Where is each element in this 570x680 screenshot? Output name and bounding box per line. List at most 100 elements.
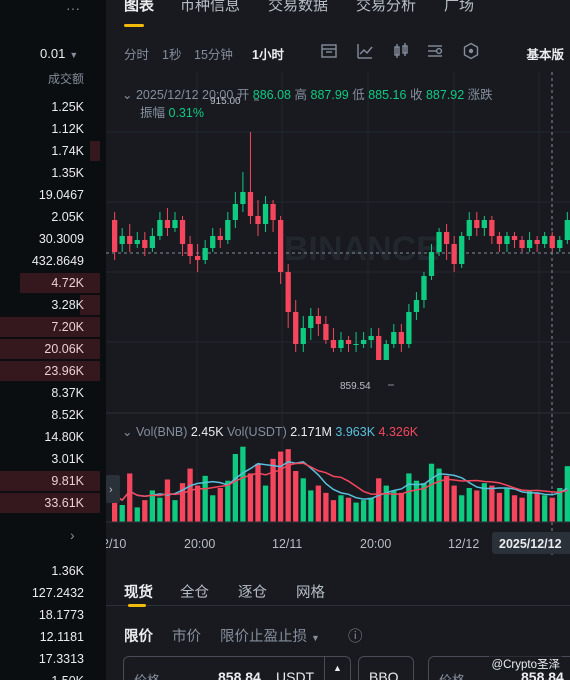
volume-bar [406, 473, 412, 522]
order-type-market[interactable]: 市价 [172, 629, 201, 645]
collapse-icon[interactable]: ⌄ [122, 425, 133, 439]
ask-row[interactable]: 30.3009 [38, 232, 84, 246]
candle-body [119, 236, 125, 244]
tab-isolated[interactable]: 逐仓 [238, 585, 267, 601]
vol-ma2-value: 4.326K [378, 425, 419, 439]
volume-bar [504, 488, 510, 522]
ask-row[interactable]: 3.28K [51, 298, 84, 312]
ask-row[interactable]: 432.8649 [31, 254, 84, 268]
volume-bar [315, 485, 321, 522]
ask-row[interactable]: 3.01K [51, 452, 84, 466]
candle-body [542, 236, 548, 244]
bid-row[interactable]: 1.36K [51, 564, 84, 578]
candlestick-chart[interactable]: BINANCE 915.00 859.54 2/10 20:00 12/11 20:0… [106, 72, 570, 558]
chart-canvas[interactable]: BINANCE 915.00 859.54 2/10 20:00 12/11 20:0… [106, 72, 570, 558]
stop-limit-label: 限价止盈止损 [220, 629, 307, 645]
tab-square[interactable]: 广场 [444, 0, 475, 14]
expand-chevron-icon[interactable]: › [70, 527, 75, 543]
vol-label: Vol(BNB) [135, 425, 188, 439]
tab-spot[interactable]: 现货 [124, 585, 153, 601]
volume-bar [232, 454, 238, 522]
volume-bar [142, 500, 148, 522]
order-type-limit[interactable]: 限价 [124, 629, 153, 645]
interval-1s[interactable]: 1秒 [162, 48, 182, 62]
price-unit: USDT [276, 669, 315, 680]
volume-bar [119, 505, 125, 522]
price-up-button[interactable]: ▲ [324, 657, 350, 680]
ask-row[interactable]: 23.96K [44, 364, 84, 378]
volume-bar [157, 497, 163, 522]
candle-body [157, 220, 163, 236]
candle-body [285, 272, 291, 312]
bid-row[interactable]: 17.3313 [38, 652, 84, 666]
tab-chart[interactable]: 图表 [124, 0, 155, 14]
volume-bar [285, 449, 291, 522]
ask-row[interactable]: 8.37K [51, 386, 84, 400]
bid-row[interactable]: 12.1181 [39, 630, 84, 644]
collapse-icon[interactable]: ⌄ [122, 88, 133, 102]
ask-row[interactable]: 20.06K [44, 342, 84, 356]
order-type-stop-limit[interactable]: 限价止盈止损 ▼ [220, 625, 320, 646]
tab-trade-data[interactable]: 交易数据 [268, 0, 329, 14]
precision-select[interactable]: 0.01 ▼ [40, 46, 78, 61]
chart-line-icon[interactable] [356, 42, 374, 60]
current-time-tag: 2025/12/12 [499, 537, 562, 551]
candle-body [526, 240, 533, 248]
volume-bar [308, 490, 314, 522]
candle-body [511, 236, 518, 240]
tab-trade-analysis[interactable]: 交易分析 [356, 0, 417, 14]
ask-row[interactable]: 14.80K [44, 430, 84, 444]
candle-body [496, 236, 503, 244]
candle-body [187, 244, 193, 256]
amplitude-label: 振幅 [140, 106, 166, 120]
interval-1h[interactable]: 1小时 [252, 48, 284, 62]
ask-row[interactable]: 8.52K [51, 408, 84, 422]
volume-bar [496, 492, 503, 522]
tab-cross[interactable]: 全仓 [180, 585, 209, 601]
chart-toolbar: 分时 1秒 15分钟 1小时 基本版 [106, 36, 570, 66]
precision-value: 0.01 [40, 46, 66, 61]
ask-row[interactable]: 4.72K [51, 276, 84, 290]
ask-row[interactable]: 1.74K [51, 144, 84, 158]
ask-row[interactable]: 7.20K [51, 320, 84, 334]
display-settings-icon[interactable] [426, 42, 444, 60]
more-icon[interactable]: ··· [66, 0, 80, 16]
volume-bar [360, 500, 367, 522]
indicator-settings-icon[interactable] [320, 42, 338, 60]
high-marker: 915.00 [210, 96, 241, 107]
gear-icon[interactable] [462, 42, 480, 60]
ask-row[interactable]: 9.81K [51, 474, 84, 488]
basic-view-toggle[interactable]: 基本版 [526, 48, 564, 62]
candle-body [474, 220, 480, 228]
ask-row[interactable]: 19.0467 [38, 188, 84, 202]
interval-15m[interactable]: 15分钟 [194, 48, 233, 62]
bid-row[interactable]: 18.1773 [38, 608, 84, 622]
bid-row[interactable]: 127.2432 [31, 586, 84, 600]
interval-time-sharing[interactable]: 分时 [124, 48, 150, 62]
ask-row[interactable]: 33.61K [44, 496, 84, 510]
ask-row[interactable]: 1.25K [51, 100, 84, 114]
info-icon[interactable]: ⓘ [348, 629, 363, 645]
caret-down-icon: ▼ [69, 50, 79, 60]
price-input[interactable]: 价格 858.84 USDT ▲ [123, 656, 351, 680]
candle-body [436, 232, 442, 252]
ask-row[interactable]: 2.05K [51, 210, 84, 224]
candle-type-icon[interactable] [392, 42, 410, 60]
bbo-button[interactable]: BBO [358, 656, 414, 680]
candle-body [225, 220, 231, 240]
tab-coin-info[interactable]: 币种信息 [180, 0, 241, 14]
ask-row[interactable]: 1.12K [51, 122, 84, 136]
volume-bar [225, 480, 231, 522]
candle-body [534, 240, 540, 244]
bid-row[interactable]: 1.50K [0, 670, 84, 680]
right-price-value: 858.84 [521, 669, 564, 680]
volume-bar [330, 500, 337, 522]
ask-row[interactable]: 1.35K [51, 166, 84, 180]
panel-divider[interactable] [100, 0, 106, 680]
candle-body [202, 248, 208, 260]
change-label: 涨跌 [467, 88, 493, 102]
depth-bar [20, 273, 100, 293]
tab-grid[interactable]: 网格 [296, 585, 325, 601]
volume-bar [217, 488, 223, 522]
candle-body [481, 220, 487, 228]
